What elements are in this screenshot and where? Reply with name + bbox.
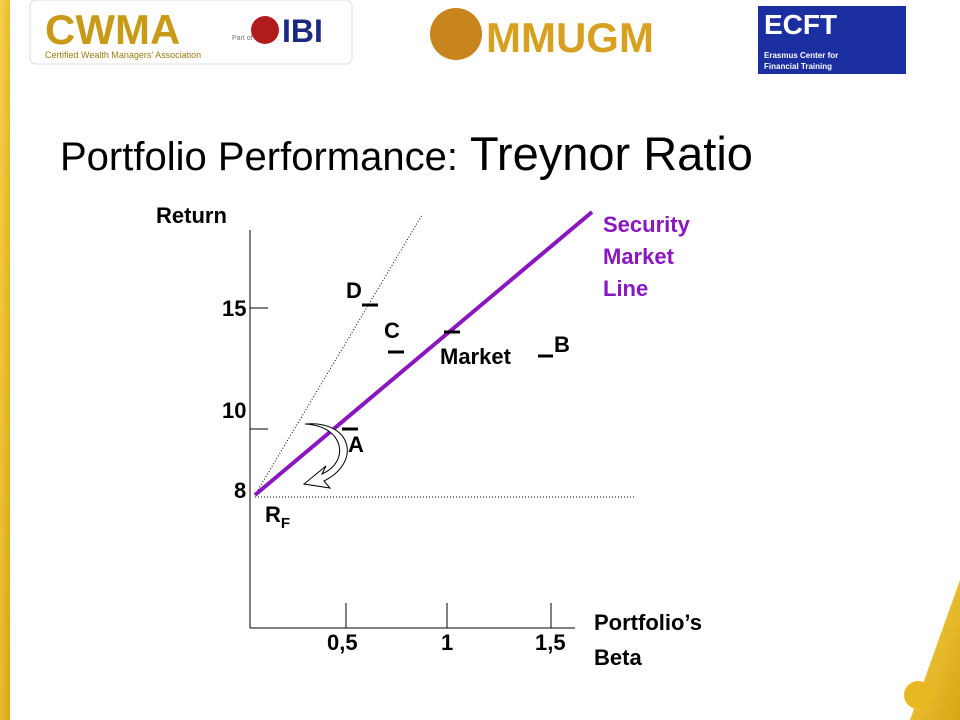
corner-ornament: [904, 681, 932, 709]
part-of: Part of: [232, 35, 253, 42]
x-tick-label: 0,5: [327, 630, 358, 655]
cwma-logo: CWMA: [45, 6, 180, 53]
ugm-emblem: [430, 8, 482, 60]
cwma-logo-box: [29, 0, 353, 65]
y-tick-label: 8: [234, 478, 246, 503]
line-label: Security: [603, 212, 691, 237]
ecft-logo: ECFT: [764, 9, 837, 40]
point-label: B: [554, 332, 570, 357]
point-label: Market: [440, 344, 512, 369]
ibi-emblem: [251, 16, 279, 44]
ecft-box: [758, 6, 906, 74]
title: Portfolio Performance: Treynor Ratio: [60, 127, 753, 180]
y-tick-label: 10: [222, 398, 246, 423]
x-tick-label: 1: [441, 630, 453, 655]
steep-line: [254, 214, 423, 496]
rf-sub: F: [281, 515, 290, 532]
left-border: [0, 0, 10, 720]
title-part: Portfolio Performance:: [60, 135, 458, 179]
curved-arrow: [302, 423, 348, 489]
ibi-logo: IBI: [282, 13, 323, 49]
line-label: Line: [603, 276, 648, 301]
point-label: D: [346, 278, 362, 303]
rf-main: R: [265, 502, 281, 527]
security-market-line: [253, 210, 594, 497]
x-axis-label: Beta: [594, 645, 642, 670]
rf-label: RF: [265, 502, 290, 532]
ecft-sub: Erasmus Center for: [764, 51, 838, 60]
cwma-sub: Certified Wealth Managers' Association: [45, 50, 201, 60]
line-label: Market: [603, 244, 675, 269]
point-label: C: [384, 318, 400, 343]
y-tick-label: 15: [222, 296, 246, 321]
mmugm-logo: MMUGM: [486, 14, 654, 61]
ecft-sub: Financial Training: [764, 62, 832, 71]
title-part: Treynor Ratio: [470, 127, 753, 180]
x-axis-label: Portfolio’s: [594, 610, 702, 635]
point-label: A: [348, 432, 364, 457]
y-axis-label: Return: [156, 203, 227, 228]
x-tick-label: 1,5: [535, 630, 566, 655]
